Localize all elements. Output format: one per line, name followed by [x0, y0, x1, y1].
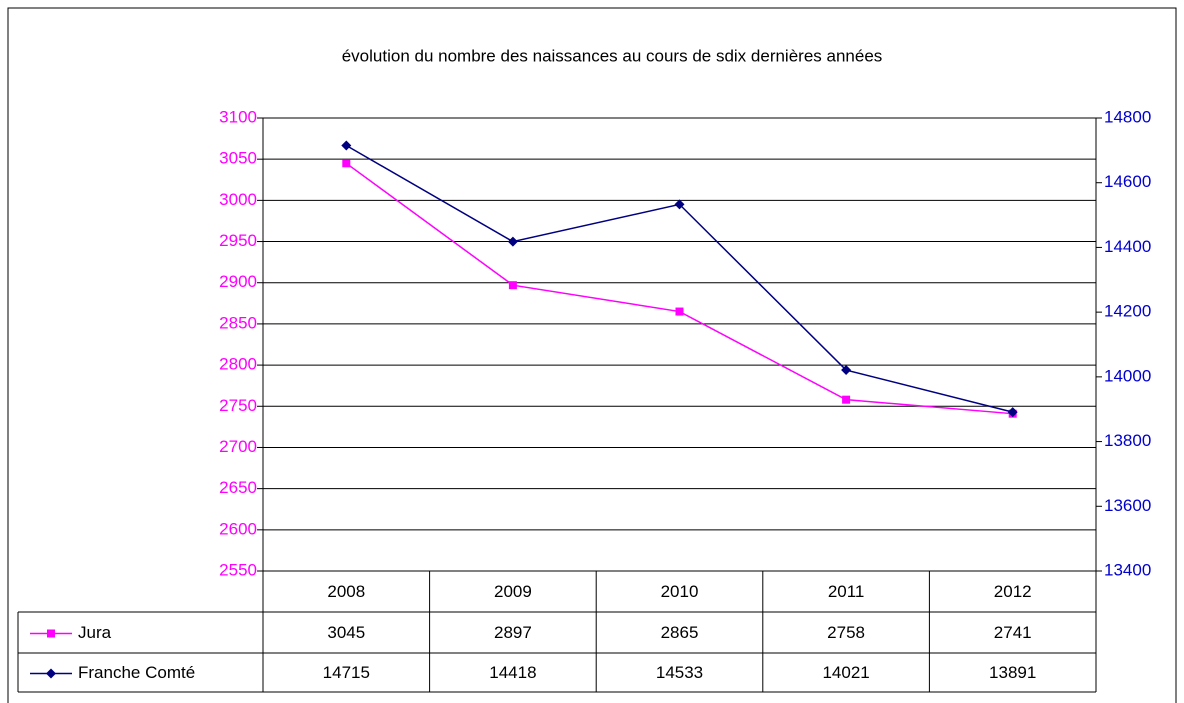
marker — [1007, 407, 1018, 418]
y-tick-label: 2800 — [219, 355, 257, 374]
chart-border — [7, 7, 1177, 703]
table-value: 14533 — [656, 663, 703, 682]
y-tick-label: 3050 — [219, 149, 257, 168]
y2-tick-label: 13600 — [1104, 496, 1151, 515]
marker — [341, 140, 352, 151]
plot-area — [262, 117, 1097, 572]
y-tick-label: 3100 — [219, 107, 257, 126]
y2-tick-label: 14400 — [1104, 237, 1151, 256]
y-tick-label: 2600 — [219, 519, 257, 538]
y-tick-label: 2850 — [219, 313, 257, 332]
marker — [342, 159, 351, 168]
legend-label: Jura — [78, 623, 112, 642]
series-line — [345, 144, 1013, 413]
y-tick-label: 2550 — [219, 560, 257, 579]
marker — [842, 395, 851, 404]
y-tick-label: 2950 — [219, 231, 257, 250]
marker — [46, 668, 56, 679]
marker — [47, 629, 55, 638]
y2-tick-label: 13400 — [1104, 560, 1151, 579]
y2-tick-label: 14800 — [1104, 107, 1151, 126]
legend-label: Franche Comté — [78, 663, 195, 682]
marker — [841, 365, 852, 376]
y-tick-label: 2650 — [219, 478, 257, 497]
marker — [507, 236, 518, 247]
y-tick-label: 2700 — [219, 437, 257, 456]
table-value: 2741 — [994, 623, 1032, 642]
y2-tick-label: 13800 — [1104, 431, 1151, 450]
marker — [675, 307, 684, 316]
table-value: 13891 — [989, 663, 1036, 682]
table-value: 2897 — [494, 623, 532, 642]
y-tick-label: 2750 — [219, 396, 257, 415]
table-value: 14715 — [323, 663, 370, 682]
table-value: 14021 — [822, 663, 869, 682]
marker — [674, 199, 685, 210]
y2-tick-label: 14200 — [1104, 302, 1151, 321]
x-tick-label: 2010 — [661, 582, 699, 601]
y-tick-label: 3000 — [219, 190, 257, 209]
chart-title: évolution du nombre des naissances au co… — [342, 46, 883, 65]
table-value: 2865 — [661, 623, 699, 642]
x-tick-label: 2008 — [327, 582, 365, 601]
y2-tick-label: 14000 — [1104, 366, 1151, 385]
x-tick-label: 2009 — [494, 582, 532, 601]
table-value: 3045 — [327, 623, 365, 642]
x-tick-label: 2012 — [994, 582, 1032, 601]
table-value: 14418 — [489, 663, 536, 682]
marker — [508, 281, 517, 290]
y-tick-label: 2900 — [219, 272, 257, 291]
x-tick-label: 2011 — [828, 582, 865, 601]
y2-tick-label: 14600 — [1104, 172, 1151, 191]
table-value: 2758 — [827, 623, 865, 642]
